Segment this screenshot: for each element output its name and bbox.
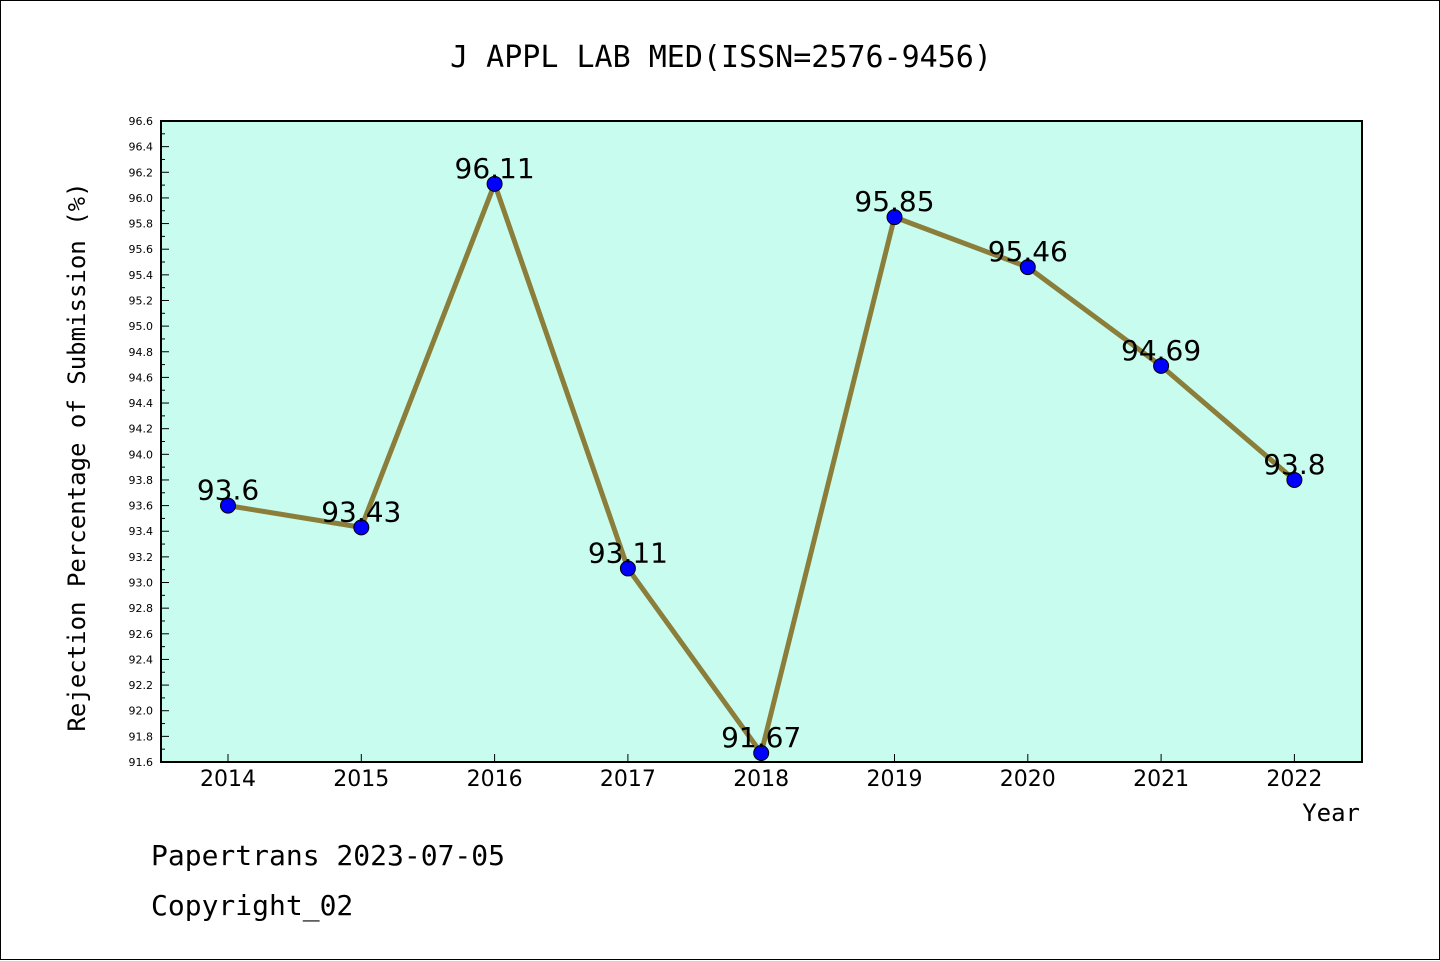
x-tick-label: 2015 [333,767,389,792]
data-point [619,560,636,577]
x-tick-label: 2017 [600,767,656,792]
y-tick-label: 93.4 [129,525,154,538]
y-tick-label: 94.8 [129,346,154,359]
data-point [753,745,770,762]
data-label: 91.67 [721,721,801,754]
y-tick-label: 92.2 [129,679,154,692]
data-point [220,497,236,514]
y-tick-label: 91.6 [129,756,154,769]
y-tick-label: 94.6 [129,371,154,384]
data-label: 93.6 [197,474,259,507]
y-tick-label: 92.8 [129,602,154,615]
y-tick-label: 93.0 [129,577,154,590]
y-tick-label: 96.0 [129,192,154,205]
y-tick-label: 95.8 [129,218,154,231]
y-tick-label: 91.8 [129,730,154,743]
x-tick-label: 2016 [467,767,523,792]
x-tick-label: 2020 [1000,767,1056,792]
y-tick-label: 92.0 [129,705,154,718]
y-tick-label: 94.2 [129,423,154,436]
data-point [486,175,503,192]
plot-area [160,120,1363,763]
y-tick-label: 95.2 [129,294,154,307]
data-point [1019,259,1036,276]
x-tick-label: 2021 [1133,767,1189,792]
y-tick-label: 93.2 [129,551,154,564]
x-tick-label: 2018 [733,767,789,792]
data-label: 93.43 [321,495,401,528]
x-axis: 2014 2015 2016 2017 2018 2019 2020 2021 2022 [200,754,1322,792]
y-tick-label: 96.6 [129,115,154,128]
y-tick-label: 95.4 [129,269,154,282]
series-layer: 93.6 93.43 96.11 93.11 91.67 95.85 95.46 94.69 9… [197,152,1326,762]
y-tick-label: 96.4 [129,141,154,154]
data-label: 96.11 [455,152,535,185]
footer-date: Papertrans 2023-07-05 [151,839,505,872]
y-tick-label: 92.4 [129,653,154,666]
y-tick-label: 95.0 [129,320,154,333]
x-axis-label: Year [1302,799,1360,827]
y-axis-label: Rejection Percentage of Submission (%) [63,182,91,731]
data-label: 95.46 [988,235,1068,268]
y-tick-label: 94.0 [129,448,154,461]
data-label: 93.8 [1263,448,1325,481]
data-point [886,209,903,226]
y-tick-label: 93.6 [129,500,154,513]
data-label: 93.11 [588,536,668,569]
y-tick-label: 94.4 [129,397,154,410]
data-point [1286,471,1303,488]
data-point [1153,357,1170,374]
chart-title: J APPL LAB MED(ISSN=2576-9456) [450,40,992,75]
y-tick-label: 93.8 [129,474,154,487]
y-tick-label: 95.6 [129,243,154,256]
x-tick-label: 2014 [200,767,256,792]
y-tick-label: 96.2 [129,166,154,179]
data-label: 94.69 [1121,334,1201,367]
data-label: 95.85 [854,185,934,218]
footer-copyright: Copyright_02 [151,889,353,923]
y-axis: 91.6 91.8 92.0 92.2 92.4 92.6 92.8 93.0 93.2 93.4… [129,115,169,769]
y-tick-label: 92.6 [129,628,154,641]
data-point [353,519,370,536]
x-tick-label: 2019 [867,767,923,792]
x-tick-label: 2022 [1266,767,1322,792]
